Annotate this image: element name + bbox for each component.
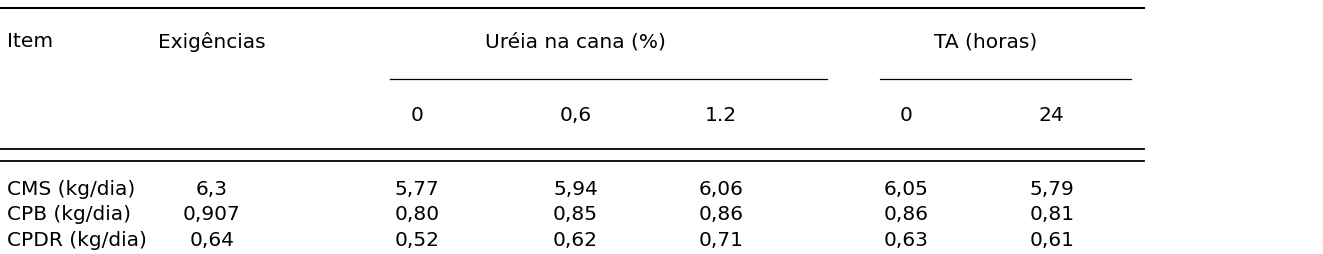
Text: 0,80: 0,80 bbox=[394, 205, 439, 224]
Text: 0,907: 0,907 bbox=[183, 205, 241, 224]
Text: 0,86: 0,86 bbox=[884, 205, 929, 224]
Text: 0,64: 0,64 bbox=[189, 231, 234, 249]
Text: 5,79: 5,79 bbox=[1029, 180, 1074, 199]
Text: Exigências: Exigências bbox=[157, 32, 266, 52]
Text: 0,86: 0,86 bbox=[699, 205, 744, 224]
Text: 0,85: 0,85 bbox=[553, 205, 598, 224]
Text: 5,94: 5,94 bbox=[553, 180, 598, 199]
Text: 0: 0 bbox=[900, 106, 913, 125]
Text: 0,81: 0,81 bbox=[1029, 205, 1074, 224]
Text: CMS (kg/dia): CMS (kg/dia) bbox=[7, 180, 135, 199]
Text: 0: 0 bbox=[410, 106, 423, 125]
Text: CPDR (kg/dia): CPDR (kg/dia) bbox=[7, 231, 147, 249]
Text: TA (horas): TA (horas) bbox=[934, 33, 1037, 51]
Text: 0,61: 0,61 bbox=[1029, 231, 1074, 249]
Text: CPB (kg/dia): CPB (kg/dia) bbox=[7, 205, 131, 224]
Text: 6,3: 6,3 bbox=[196, 180, 228, 199]
Text: Uréia na cana (%): Uréia na cana (%) bbox=[486, 33, 665, 51]
Text: 6,06: 6,06 bbox=[699, 180, 744, 199]
Text: 0,71: 0,71 bbox=[699, 231, 744, 249]
Text: 6,05: 6,05 bbox=[884, 180, 929, 199]
Text: Item: Item bbox=[7, 33, 53, 51]
Text: 0,63: 0,63 bbox=[884, 231, 929, 249]
Text: 0,6: 0,6 bbox=[560, 106, 591, 125]
Text: 1.2: 1.2 bbox=[705, 106, 737, 125]
Text: 0,62: 0,62 bbox=[553, 231, 598, 249]
Text: 0,52: 0,52 bbox=[394, 231, 439, 249]
Text: 24: 24 bbox=[1039, 106, 1065, 125]
Text: 5,77: 5,77 bbox=[394, 180, 439, 199]
